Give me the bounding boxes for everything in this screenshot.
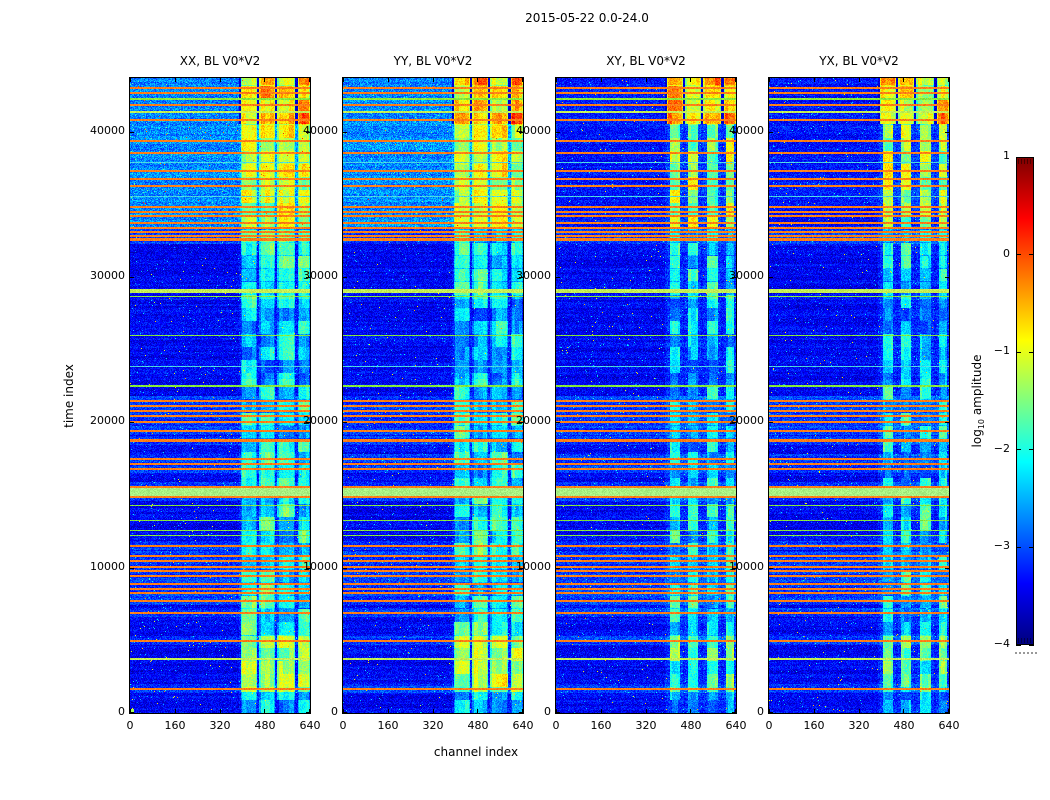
panel-yy [342,77,524,714]
y-tick-label: 10000 [516,559,551,573]
y-tick-label: 20000 [90,414,125,428]
colorbar-hatch-bottom [1018,638,1032,643]
x-tick-label: 480 [254,719,276,732]
x-axis-label: channel index [433,745,519,759]
colorbar-tick [1029,351,1034,353]
colorbar-extend-dots [1015,652,1037,654]
colorbar-tick-label: 1 [1003,149,1010,162]
colorbar-tick-label: −1 [993,344,1010,358]
x-tick-label: 640 [938,719,960,732]
y-tick-label: 40000 [516,123,551,137]
colorbar-tick [1029,546,1034,548]
y-tick-label: 0 [331,705,338,718]
y-tick-label: 40000 [90,123,125,137]
y-tick-label: 20000 [516,414,551,428]
colorbar-label: log10 amplitude [969,354,987,448]
figure-title: 2015-05-22 0.0-24.0 [525,11,649,25]
colorbar-tick-label: −4 [993,637,1010,650]
panel-xx [129,77,311,714]
y-tick-label: 10000 [303,559,338,573]
colorbar-tick [1029,156,1034,158]
colorbar-tick [1016,156,1021,158]
y-tick-label: 0 [118,705,125,718]
y-tick-label: 40000 [729,123,764,137]
y-tick-label: 10000 [90,559,125,573]
x-tick-label: 640 [299,719,321,732]
y-tick-label: 30000 [516,269,551,283]
y-tick-label: 0 [544,705,551,718]
x-tick-label: 320 [635,719,657,732]
colorbar-tick [1029,449,1034,451]
x-tick-label: 480 [893,719,915,732]
x-tick-label: 640 [725,719,747,732]
x-tick-label: 320 [209,719,231,732]
y-tick-label: 20000 [303,414,338,428]
x-tick-label: 160 [164,719,186,732]
panel-title-yy: YY, BL V0*V2 [393,54,473,68]
colorbar-tick [1016,644,1021,646]
heatmap-yy [343,78,523,713]
panel-title-xy: XY, BL V0*V2 [606,54,686,68]
colorbar: log10 amplitude 1 0 −1 −2 −3 −4 [970,149,1037,654]
panel-yx [768,77,950,714]
heatmap-xx [130,78,310,713]
x-tick-label: 160 [377,719,399,732]
colorbar-tick [1029,644,1034,646]
panel-title-xx: XX, BL V0*V2 [179,54,261,68]
x-tick-label: 0 [765,719,773,732]
colorbar-tick [1016,546,1021,548]
y-tick-label: 30000 [729,269,764,283]
colorbar-tick [1016,254,1021,256]
x-tick-label: 480 [467,719,489,732]
panel-xy [555,77,737,714]
y-tick-label: 0 [757,705,764,718]
heatmap-xy [556,78,736,713]
colorbar-tick [1016,351,1021,353]
colorbar-tick-label: 0 [1003,246,1010,260]
y-tick-label: 40000 [303,123,338,137]
colorbar-tick [1016,449,1021,451]
x-tick-label: 0 [339,719,347,732]
colorbar-tick-label: −2 [993,441,1010,455]
x-tick-label: 160 [590,719,612,732]
colorbar-gradient [1016,157,1034,645]
x-tick-label: 320 [848,719,870,732]
y-tick-label: 30000 [90,269,125,283]
panel-title-yx: YX, BL V0*V2 [819,54,899,68]
x-tick-label: 320 [422,719,444,732]
x-tick-label: 160 [803,719,825,732]
x-tick-label: 0 [552,719,560,732]
x-tick-label: 640 [512,719,534,732]
colorbar-tick [1029,254,1034,256]
colorbar-tick-label: −3 [993,539,1010,553]
heatmap-yx [769,78,949,713]
y-tick-label: 20000 [729,414,764,428]
colorbar-hatch-top [1018,159,1032,164]
x-tick-label: 480 [680,719,702,732]
y-tick-label: 30000 [303,269,338,283]
x-tick-label: 0 [126,719,134,732]
y-tick-label: 10000 [729,559,764,573]
